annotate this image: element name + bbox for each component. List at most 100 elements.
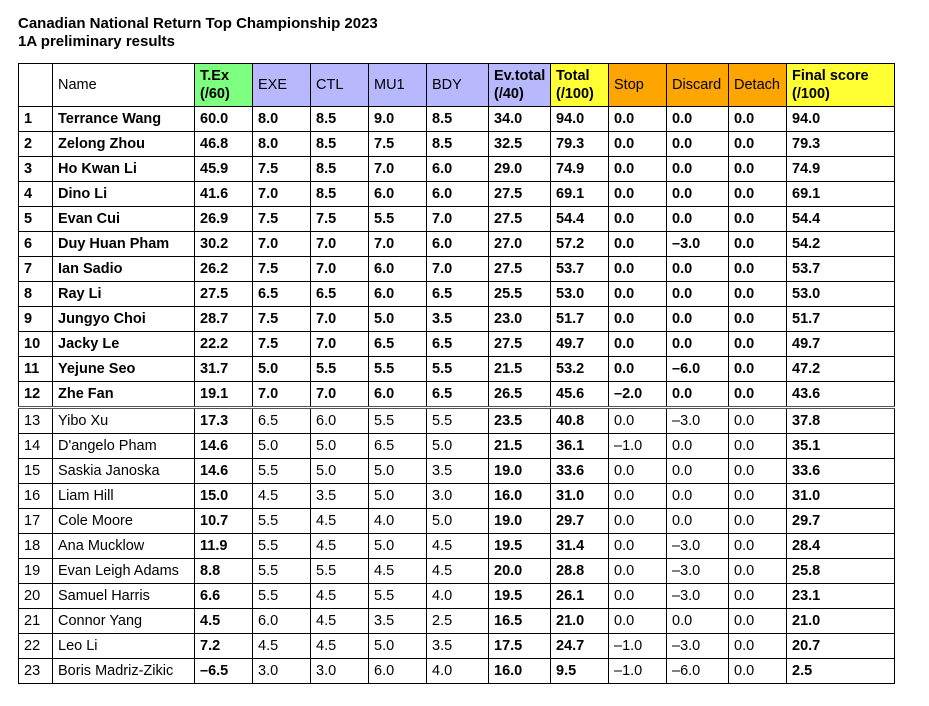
- cell-stop: 0.0: [608, 256, 667, 282]
- cell-tex: 14.6: [194, 458, 253, 484]
- cell-detach: 0.0: [728, 131, 787, 157]
- cell-name: Dino Li: [52, 181, 195, 207]
- cell-rank: 4: [18, 181, 53, 207]
- cell-name: Zelong Zhou: [52, 131, 195, 157]
- cell-total: 33.6: [550, 458, 609, 484]
- cell-stop: 0.0: [608, 231, 667, 257]
- cell-final-score: 29.7: [786, 508, 895, 534]
- cell-rank: 5: [18, 206, 53, 232]
- cell-exe: 7.5: [252, 206, 311, 232]
- cell-exe: 6.5: [252, 407, 311, 434]
- cell-ev-total: 21.5: [488, 433, 551, 459]
- cell-name: Ian Sadio: [52, 256, 195, 282]
- cell-discard: –3.0: [666, 583, 729, 609]
- cell-tex: 19.1: [194, 381, 253, 409]
- cell-ctl: 8.5: [310, 181, 369, 207]
- cell-final-score: 37.8: [786, 407, 895, 434]
- cell-mu1: 6.0: [368, 281, 427, 307]
- cell-rank: 17: [18, 508, 53, 534]
- cell-ev-total: 27.5: [488, 181, 551, 207]
- cell-ev-total: 19.5: [488, 583, 551, 609]
- cell-exe: 5.5: [252, 458, 311, 484]
- page-title: Canadian National Return Top Championshi…: [18, 15, 378, 51]
- cell-mu1: 5.5: [368, 583, 427, 609]
- cell-discard: –3.0: [666, 231, 729, 257]
- cell-detach: 0.0: [728, 407, 787, 434]
- cell-mu1: 5.5: [368, 356, 427, 382]
- header-detach: Detach: [728, 63, 787, 107]
- cell-stop: –1.0: [608, 633, 667, 659]
- cell-exe: 7.0: [252, 381, 311, 409]
- cell-detach: 0.0: [728, 156, 787, 182]
- table-row: 6 Duy Huan Pham 30.2 7.0 7.0 7.0 6.0 27.0 57.2 0.…: [18, 231, 895, 257]
- cell-rank: 19: [18, 558, 53, 584]
- cell-stop: 0.0: [608, 508, 667, 534]
- cell-rank: 7: [18, 256, 53, 282]
- table-row: 10 Jacky Le 22.2 7.5 7.0 6.5 6.5 27.5 49.7 0.0 0.0…: [18, 331, 895, 357]
- cell-detach: 0.0: [728, 206, 787, 232]
- cell-bdy: 7.0: [426, 256, 489, 282]
- cell-rank: 13: [18, 407, 53, 434]
- cell-rank: 23: [18, 658, 53, 684]
- cell-tex: 11.9: [194, 533, 253, 559]
- cell-ev-total: 23.5: [488, 407, 551, 434]
- cell-detach: 0.0: [728, 106, 787, 132]
- cell-name: Ana Mucklow: [52, 533, 195, 559]
- table-row: 22 Leo Li 7.2 4.5 4.5 5.0 3.5 17.5 24.7 –1.0 –3.0 0…: [18, 633, 895, 659]
- cell-mu1: 7.5: [368, 131, 427, 157]
- cell-exe: 7.5: [252, 306, 311, 332]
- cell-total: 53.2: [550, 356, 609, 382]
- cell-final-score: 35.1: [786, 433, 895, 459]
- cell-discard: 0.0: [666, 181, 729, 207]
- cell-ev-total: 17.5: [488, 633, 551, 659]
- cell-discard: –3.0: [666, 558, 729, 584]
- cell-discard: –3.0: [666, 407, 729, 434]
- cell-name: Jacky Le: [52, 331, 195, 357]
- cell-mu1: 7.0: [368, 231, 427, 257]
- table-row: 23 Boris Madriz-Zikic –6.5 3.0 3.0 6.0 4.0 16.0…: [18, 658, 895, 684]
- table-row: 14 D'angelo Pham 14.6 5.0 5.0 6.5 5.0 21.5 36.1–…: [18, 433, 895, 459]
- cell-name: Connor Yang: [52, 608, 195, 634]
- table-row: 11 Yejune Seo 31.7 5.0 5.5 5.5 5.5 21.5 53.2 0.0–…: [18, 356, 895, 382]
- cell-mu1: 5.5: [368, 206, 427, 232]
- cell-final-score: 43.6: [786, 381, 895, 409]
- cell-total: 53.7: [550, 256, 609, 282]
- table-row: 9 Jungyo Choi 28.7 7.5 7.0 5.0 3.5 23.0 51.7 0.0 0…: [18, 306, 895, 332]
- cell-rank: 9: [18, 306, 53, 332]
- cell-ev-total: 26.5: [488, 381, 551, 409]
- cell-ev-total: 16.5: [488, 608, 551, 634]
- cell-ev-total: 34.0: [488, 106, 551, 132]
- cell-ctl: 5.5: [310, 558, 369, 584]
- cell-bdy: 6.0: [426, 231, 489, 257]
- cell-bdy: 8.5: [426, 106, 489, 132]
- cell-ctl: 6.5: [310, 281, 369, 307]
- header-row: Name T.Ex (/60) EXE CTL MU1 BDY Ev.total(…: [18, 63, 895, 107]
- cell-total: 28.8: [550, 558, 609, 584]
- cell-detach: 0.0: [728, 281, 787, 307]
- cell-final-score: 31.0: [786, 483, 895, 509]
- cell-final-score: 33.6: [786, 458, 895, 484]
- cell-rank: 11: [18, 356, 53, 382]
- cell-ev-total: 27.5: [488, 256, 551, 282]
- cell-tex: 7.2: [194, 633, 253, 659]
- cell-exe: 8.0: [252, 106, 311, 132]
- cell-stop: 0.0: [608, 533, 667, 559]
- cell-bdy: 6.5: [426, 281, 489, 307]
- cell-mu1: 5.0: [368, 458, 427, 484]
- table-row: 17 Cole Moore 10.7 5.5 4.5 4.0 5.0 19.0 29.7 0.0 0…: [18, 508, 895, 534]
- cell-exe: 4.5: [252, 483, 311, 509]
- header-exe: EXE: [252, 63, 311, 107]
- cell-discard: 0.0: [666, 131, 729, 157]
- cell-final-score: 51.7: [786, 306, 895, 332]
- cell-ev-total: 19.5: [488, 533, 551, 559]
- cell-bdy: 4.0: [426, 658, 489, 684]
- cell-ev-total: 19.0: [488, 458, 551, 484]
- cell-detach: 0.0: [728, 658, 787, 684]
- cell-stop: 0.0: [608, 281, 667, 307]
- cell-name: Terrance Wang: [52, 106, 195, 132]
- cell-exe: 4.5: [252, 633, 311, 659]
- cell-discard: 0.0: [666, 433, 729, 459]
- cell-final-score: 2.5: [786, 658, 895, 684]
- results-body: 1 Terrance Wang 60.0 8.0 8.5 9.0 8.5 34.0 94.0 0.…: [18, 106, 895, 684]
- cell-final-score: 74.9: [786, 156, 895, 182]
